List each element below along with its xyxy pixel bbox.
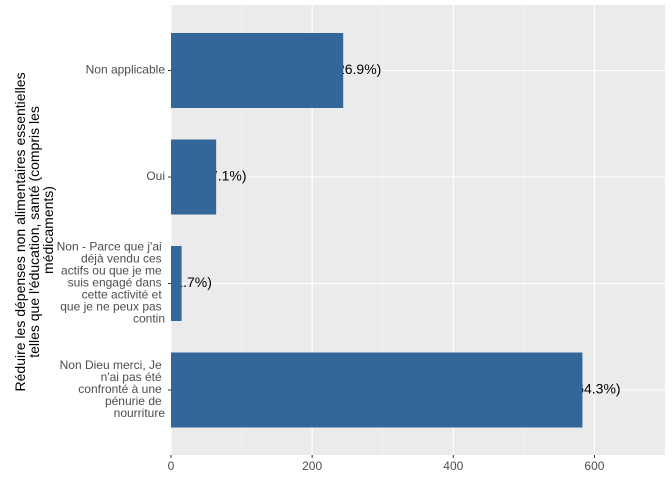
y-tick-label: Non applicable: [86, 63, 166, 77]
y-tick-label: Oui: [146, 169, 165, 183]
bar: [171, 246, 182, 321]
x-tick-label: 200: [302, 459, 322, 473]
y-tick-label: Non Dieu merci, Je n'ai pas été confront…: [60, 358, 166, 420]
y-axis-title: Réduire les dépenses non alimentaires es…: [12, 69, 56, 392]
x-tick-label: 600: [584, 459, 604, 473]
bar: [171, 33, 344, 108]
bar: [171, 139, 217, 215]
x-tick-label: 0: [168, 459, 175, 473]
x-tick-label: 400: [443, 459, 463, 473]
bar: [171, 352, 583, 428]
y-tick-label: Non - Parce que j'ai déjà vendu ces acti…: [57, 240, 165, 326]
